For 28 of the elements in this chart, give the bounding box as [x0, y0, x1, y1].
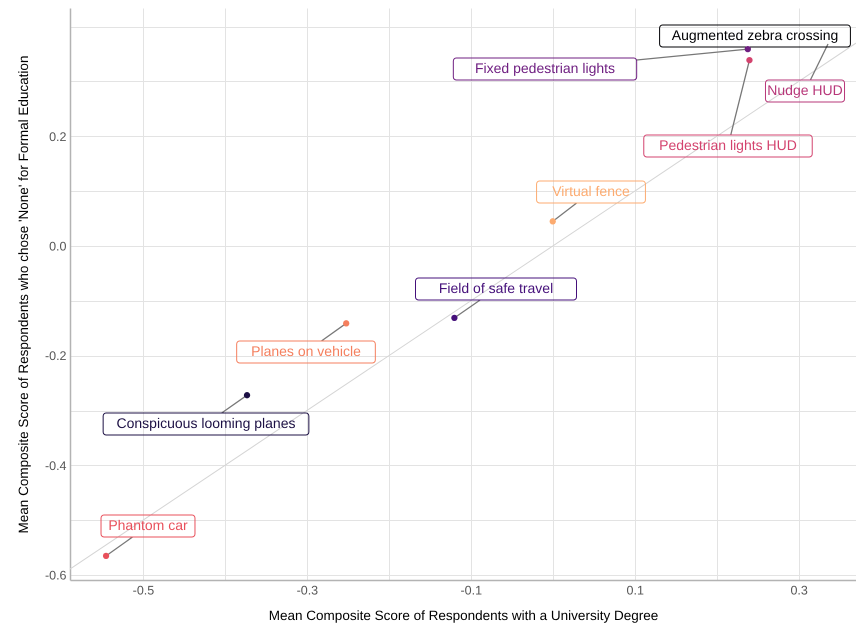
x-tick-label: 0.3 — [790, 584, 808, 598]
series-label: Virtual fence — [552, 183, 630, 199]
x-tick-label: -0.1 — [460, 584, 482, 598]
x-tick-label: 0.1 — [626, 584, 644, 598]
series-label: Field of safe travel — [438, 280, 554, 296]
text: Fixed pedestrian lights — [474, 60, 616, 76]
y-tick-label: -0.4 — [44, 458, 67, 473]
y-axis-title: Mean Composite Score of Respondents who chose 'None' for Formal Education — [16, 56, 31, 534]
y-tick-label: -0.6 — [44, 568, 67, 583]
legend-label: Augmented zebra crossing — [672, 27, 838, 43]
y-tick-label: -0.2 — [44, 349, 67, 364]
point — [102, 552, 110, 560]
point — [343, 320, 350, 326]
x-tick-label: -0.5 — [132, 584, 154, 598]
point — [550, 218, 556, 224]
x-axis-title: Mean Composite Score of Respondents with a University Degree — [268, 608, 658, 623]
y-tick-label: 0.2 — [49, 130, 67, 144]
legend-label: Nudge HUD — [767, 82, 843, 98]
series-label: Planes on vehicle — [251, 343, 362, 359]
y-tick-label: 0.0 — [49, 240, 67, 254]
series-label: Phantom car — [108, 517, 188, 533]
x-tick-label: -0.3 — [296, 584, 318, 598]
point — [746, 56, 753, 64]
point — [451, 314, 458, 322]
point — [244, 392, 250, 398]
point — [744, 46, 751, 52]
text: Conspicuous looming planes — [116, 415, 296, 431]
text: Pedestrian lights HUD — [659, 137, 797, 153]
